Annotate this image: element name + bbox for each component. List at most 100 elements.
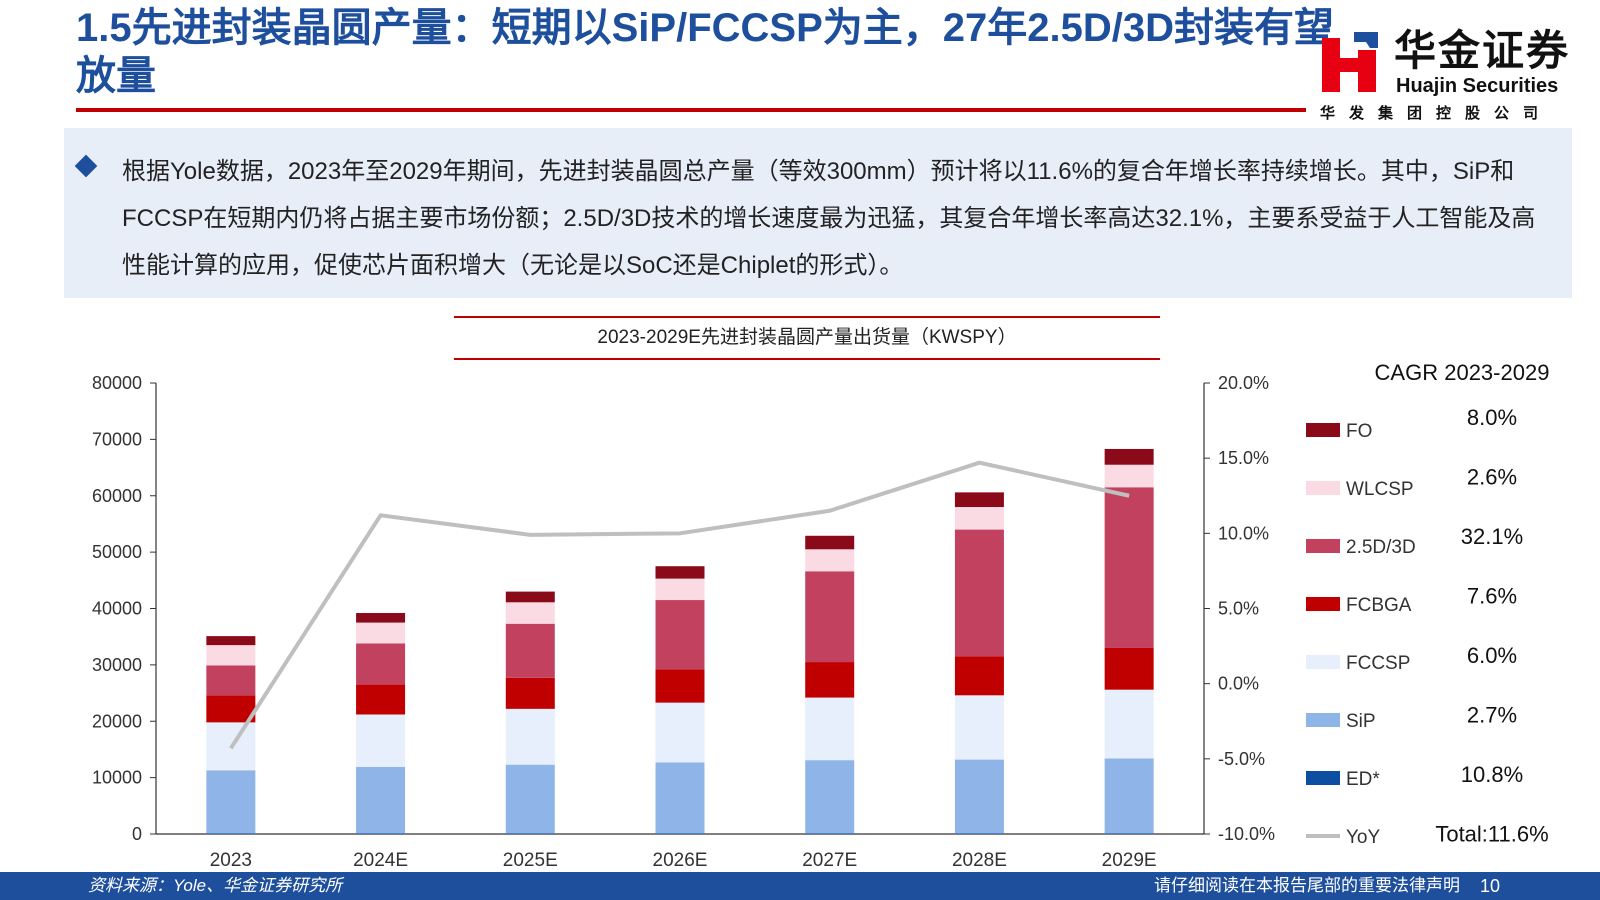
bar-segment-sip [954, 759, 1004, 834]
y-tick-label-right: -10.0% [1218, 824, 1275, 844]
x-tick-label: 2026E [653, 850, 708, 871]
legend-label: SiP [1346, 711, 1376, 732]
cagr-value: 7.6% [1467, 584, 1517, 609]
legend-swatch [1306, 655, 1340, 669]
y-tick-label-right: 0.0% [1218, 674, 1259, 694]
legend-label: FCCSP [1346, 653, 1410, 674]
yoy-line [229, 460, 1130, 750]
legend-label: 2.5D/3D [1346, 537, 1416, 558]
logo-name-en: Huajin Securities [1396, 75, 1559, 97]
y-tick-label-left: 60000 [92, 486, 142, 506]
legend-swatch [1306, 423, 1340, 437]
bar-segment-fcbga [954, 656, 1004, 696]
bar-segment-fo [655, 566, 705, 579]
bar-segment-fo [206, 636, 256, 646]
bar-segment-ed- [1104, 833, 1154, 834]
bar-segment-wlcsp [655, 578, 705, 601]
y-tick-label-left: 40000 [92, 599, 142, 619]
bar-segment-2-5d-3d [954, 529, 1004, 657]
bar-segment-fcbga [206, 695, 256, 723]
bar-segment-sip [1104, 758, 1154, 834]
bar-segment-sip [655, 762, 705, 834]
bar-segment-sip [356, 766, 406, 834]
y-tick-label-right: 5.0% [1218, 599, 1259, 619]
legend-label: WLCSP [1346, 479, 1414, 500]
bar-segment-2-5d-3d [505, 623, 555, 678]
page-number: 10 [1479, 876, 1500, 896]
legend-swatch [1306, 539, 1340, 553]
x-tick-label: 2025E [503, 850, 558, 871]
legend-label: FO [1346, 421, 1372, 442]
title-divider [76, 108, 1306, 112]
y-tick-label-left: 50000 [92, 542, 142, 562]
x-tick-label: 2029E [1102, 850, 1157, 871]
bar-segment-wlcsp [1104, 464, 1154, 488]
bar-segment-fccsp [655, 702, 705, 763]
bar-segment-sip [805, 760, 855, 834]
page-title: 1.5先进封装晶圆产量：短期以SiP/FCCSP为主，27年2.5D/3D封装有… [76, 6, 1334, 98]
bar-segment-fcbga [505, 677, 555, 709]
y-tick-label-left: 20000 [92, 711, 142, 731]
legend-swatch [1306, 481, 1340, 495]
legend-swatch [1306, 713, 1340, 727]
chart-title-box: 2023-2029E先进封装晶圆产量出货量（KWSPY） [454, 316, 1160, 360]
y-tick-label-left: 30000 [92, 655, 142, 675]
summary-box: 根据Yole数据，2023年至2029年期间，先进封装晶圆总产量（等效300mm… [64, 128, 1572, 298]
bar-segment-ed- [356, 833, 406, 834]
legend-label: ED* [1346, 769, 1380, 790]
bar-segment-fccsp [805, 697, 855, 761]
bar-segment-wlcsp [954, 507, 1004, 530]
bar-segment-2-5d-3d [1104, 487, 1154, 648]
bar-segment-fcbga [805, 662, 855, 698]
bar-segment-fcbga [356, 684, 406, 715]
y-tick-label-right: 20.0% [1218, 373, 1269, 393]
legal-disclaimer: 请仔细阅读在本报告尾部的重要法律声明 [1154, 876, 1460, 895]
bar-segment-ed- [954, 833, 1004, 834]
bar-segment-fcbga [655, 669, 705, 703]
y-tick-label-left: 80000 [92, 373, 142, 393]
y-tick-label-right: 15.0% [1218, 448, 1269, 468]
bar-segment-fo [954, 492, 1004, 508]
logo-subtitle: 华发集团控股公司 [1320, 105, 1553, 122]
bar-segment-fcbga [1104, 647, 1154, 690]
legend-label: YoY [1346, 827, 1380, 848]
x-tick-label: 2023 [210, 850, 252, 871]
bar-segment-ed- [505, 833, 555, 834]
bar-segment-fo [805, 535, 855, 550]
y-tick-label-left: 10000 [92, 768, 142, 788]
source-note: 资料来源：Yole、华金证券研究所 [88, 876, 343, 895]
bar-segment-fccsp [505, 708, 555, 765]
bar-segment-fo [505, 591, 555, 603]
bar-segment-ed- [805, 833, 855, 834]
bar-segment-wlcsp [805, 549, 855, 572]
chart-title: 2023-2029E先进封装晶圆产量出货量（KWSPY） [597, 327, 1017, 348]
bar-segment-fo [1104, 448, 1154, 465]
bar-segment-wlcsp [206, 645, 256, 666]
legend-swatch [1306, 771, 1340, 785]
x-tick-label: 2028E [952, 850, 1007, 871]
bar-segment-fccsp [1104, 689, 1154, 759]
bar-segment-2-5d-3d [356, 643, 406, 685]
bar-segment-wlcsp [505, 602, 555, 624]
huajin-logo-mark-icon [1322, 32, 1378, 92]
bar-segment-fccsp [954, 695, 1004, 760]
x-tick-label: 2024E [353, 850, 408, 871]
bar-segment-ed- [206, 833, 256, 834]
bar-segment-2-5d-3d [655, 600, 705, 670]
bar-segment-fccsp [356, 714, 406, 767]
cagr-value: 32.1% [1461, 524, 1523, 549]
bar-segment-wlcsp [356, 622, 406, 644]
bar-segment-fo [356, 613, 406, 623]
x-tick-label: 2027E [802, 850, 857, 871]
y-tick-label-left: 0 [132, 824, 142, 844]
summary-text: 根据Yole数据，2023年至2029年期间，先进封装晶圆总产量（等效300mm… [122, 158, 1536, 279]
y-tick-label-right: 10.0% [1218, 523, 1269, 543]
cagr-value: 2.6% [1467, 465, 1517, 490]
stacked-bar-chart: 0 10000 20000 30000 40000 50000 60000 70000 8000… [92, 360, 1550, 871]
legend-label: FCBGA [1346, 595, 1412, 616]
bar-segment-ed- [655, 833, 705, 834]
company-logo: 华金证券 Huajin Securities 华发集团控股公司 [1320, 26, 1580, 126]
cagr-value: 8.0% [1467, 405, 1517, 430]
cagr-value: 2.7% [1467, 703, 1517, 728]
cagr-value: 6.0% [1467, 643, 1517, 668]
